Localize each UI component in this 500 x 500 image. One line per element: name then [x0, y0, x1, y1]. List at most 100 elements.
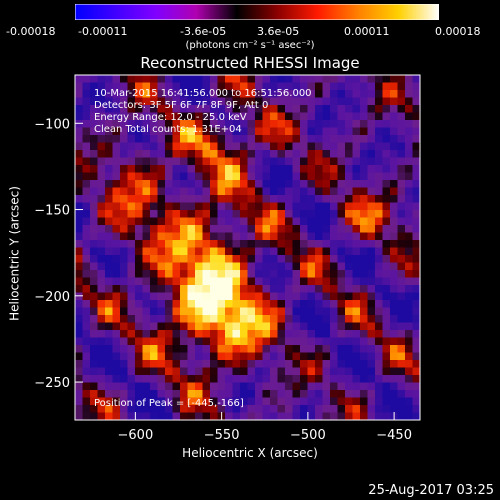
- heatmap-cell: [382, 247, 391, 256]
- heatmap-cell: [157, 315, 166, 323]
- heatmap-cell: [150, 82, 158, 91]
- heatmap-cell: [97, 240, 106, 248]
- heatmap-cell: [330, 142, 338, 151]
- heatmap-cell: [187, 300, 196, 308]
- heatmap-cell: [180, 412, 188, 421]
- heatmap-cell: [105, 225, 113, 233]
- heatmap-cell: [367, 397, 376, 406]
- heatmap-cell: [187, 127, 196, 136]
- heatmap-cell: [180, 285, 188, 293]
- heatmap-cell: [135, 75, 143, 83]
- heatmap-cell: [292, 322, 301, 331]
- heatmap-cell: [112, 202, 121, 211]
- heatmap-cell: [82, 127, 91, 136]
- heatmap-cell: [307, 240, 316, 248]
- heatmap-cell: [397, 210, 406, 218]
- heatmap-cell: [412, 322, 421, 331]
- heatmap-cell: [255, 210, 263, 218]
- heatmap-cell: [255, 360, 263, 368]
- heatmap-cell: [217, 337, 226, 346]
- heatmap-cell: [225, 225, 233, 233]
- heatmap-cell: [367, 262, 376, 271]
- heatmap-cell: [165, 247, 173, 256]
- heatmap-cell: [150, 352, 158, 361]
- heatmap-cell: [232, 270, 241, 278]
- heatmap-cell: [90, 322, 98, 331]
- heatmap-cell: [232, 187, 241, 196]
- heatmap-cell: [82, 195, 91, 203]
- heatmap-cell: [105, 360, 113, 368]
- heatmap-cell: [292, 75, 301, 83]
- heatmap-cell: [172, 135, 181, 143]
- heatmap-cell: [360, 270, 368, 278]
- heatmap-cell: [270, 180, 278, 188]
- heatmap-cell: [367, 345, 376, 353]
- heatmap-cell: [172, 112, 181, 121]
- heatmap-cell: [262, 360, 271, 368]
- heatmap-cell: [150, 120, 158, 128]
- heatmap-cell: [195, 120, 203, 128]
- heatmap-cell: [405, 150, 413, 158]
- heatmap-cell: [367, 322, 376, 331]
- heatmap-cell: [165, 127, 173, 136]
- heatmap-cell: [270, 217, 278, 226]
- heatmap-cell: [232, 75, 241, 83]
- heatmap-cell: [82, 225, 91, 233]
- heatmap-cell: [157, 112, 166, 121]
- heatmap-cell: [97, 255, 106, 263]
- heatmap-cell: [360, 195, 368, 203]
- heatmap-cell: [180, 270, 188, 278]
- heatmap-cell: [210, 97, 218, 106]
- heatmap-cell: [292, 360, 301, 368]
- heatmap-cell: [142, 75, 151, 83]
- heatmap-cell: [127, 397, 136, 406]
- heatmap-cell: [255, 390, 263, 398]
- heatmap-cell: [367, 367, 376, 376]
- heatmap-cell: [172, 292, 181, 301]
- heatmap-cell: [150, 210, 158, 218]
- heatmap-cell: [90, 202, 98, 211]
- heatmap-cell: [150, 277, 158, 286]
- heatmap-cell: [285, 367, 293, 376]
- heatmap-cell: [412, 382, 421, 391]
- heatmap-cell: [157, 195, 166, 203]
- heatmap-cell: [405, 375, 413, 383]
- heatmap-cell: [412, 105, 421, 113]
- heatmap-cell: [112, 187, 121, 196]
- heatmap-cell: [97, 150, 106, 158]
- heatmap-cell: [187, 330, 196, 338]
- heatmap-cell: [255, 120, 263, 128]
- heatmap-cell: [232, 172, 241, 181]
- heatmap-cell: [187, 352, 196, 361]
- heatmap-cell: [217, 232, 226, 241]
- heatmap-cell: [352, 142, 361, 151]
- heatmap-cell: [135, 232, 143, 241]
- heatmap-cell: [172, 247, 181, 256]
- heatmap-cell: [375, 232, 383, 241]
- heatmap-cell: [292, 307, 301, 316]
- heatmap-cell: [90, 217, 98, 226]
- heatmap-cell: [142, 345, 151, 353]
- heatmap-cell: [195, 412, 203, 421]
- heatmap-cell: [225, 345, 233, 353]
- heatmap-cell: [255, 90, 263, 98]
- heatmap-cell: [405, 292, 413, 301]
- heatmap-cell: [187, 270, 196, 278]
- heatmap-cell: [210, 217, 218, 226]
- heatmap-cell: [397, 217, 406, 226]
- heatmap-cell: [322, 142, 331, 151]
- heatmap-cell: [210, 127, 218, 136]
- heatmap-cell: [210, 330, 218, 338]
- heatmap-cell: [240, 90, 248, 98]
- heatmap-cell: [180, 352, 188, 361]
- heatmap-cell: [90, 187, 98, 196]
- heatmap-cell: [232, 180, 241, 188]
- heatmap-cell: [262, 75, 271, 83]
- heatmap-cell: [202, 105, 211, 113]
- heatmap-cell: [292, 217, 301, 226]
- heatmap-cell: [360, 262, 368, 271]
- heatmap-cell: [180, 240, 188, 248]
- heatmap-cell: [97, 330, 106, 338]
- heatmap-cell: [165, 97, 173, 106]
- heatmap-cell: [187, 322, 196, 331]
